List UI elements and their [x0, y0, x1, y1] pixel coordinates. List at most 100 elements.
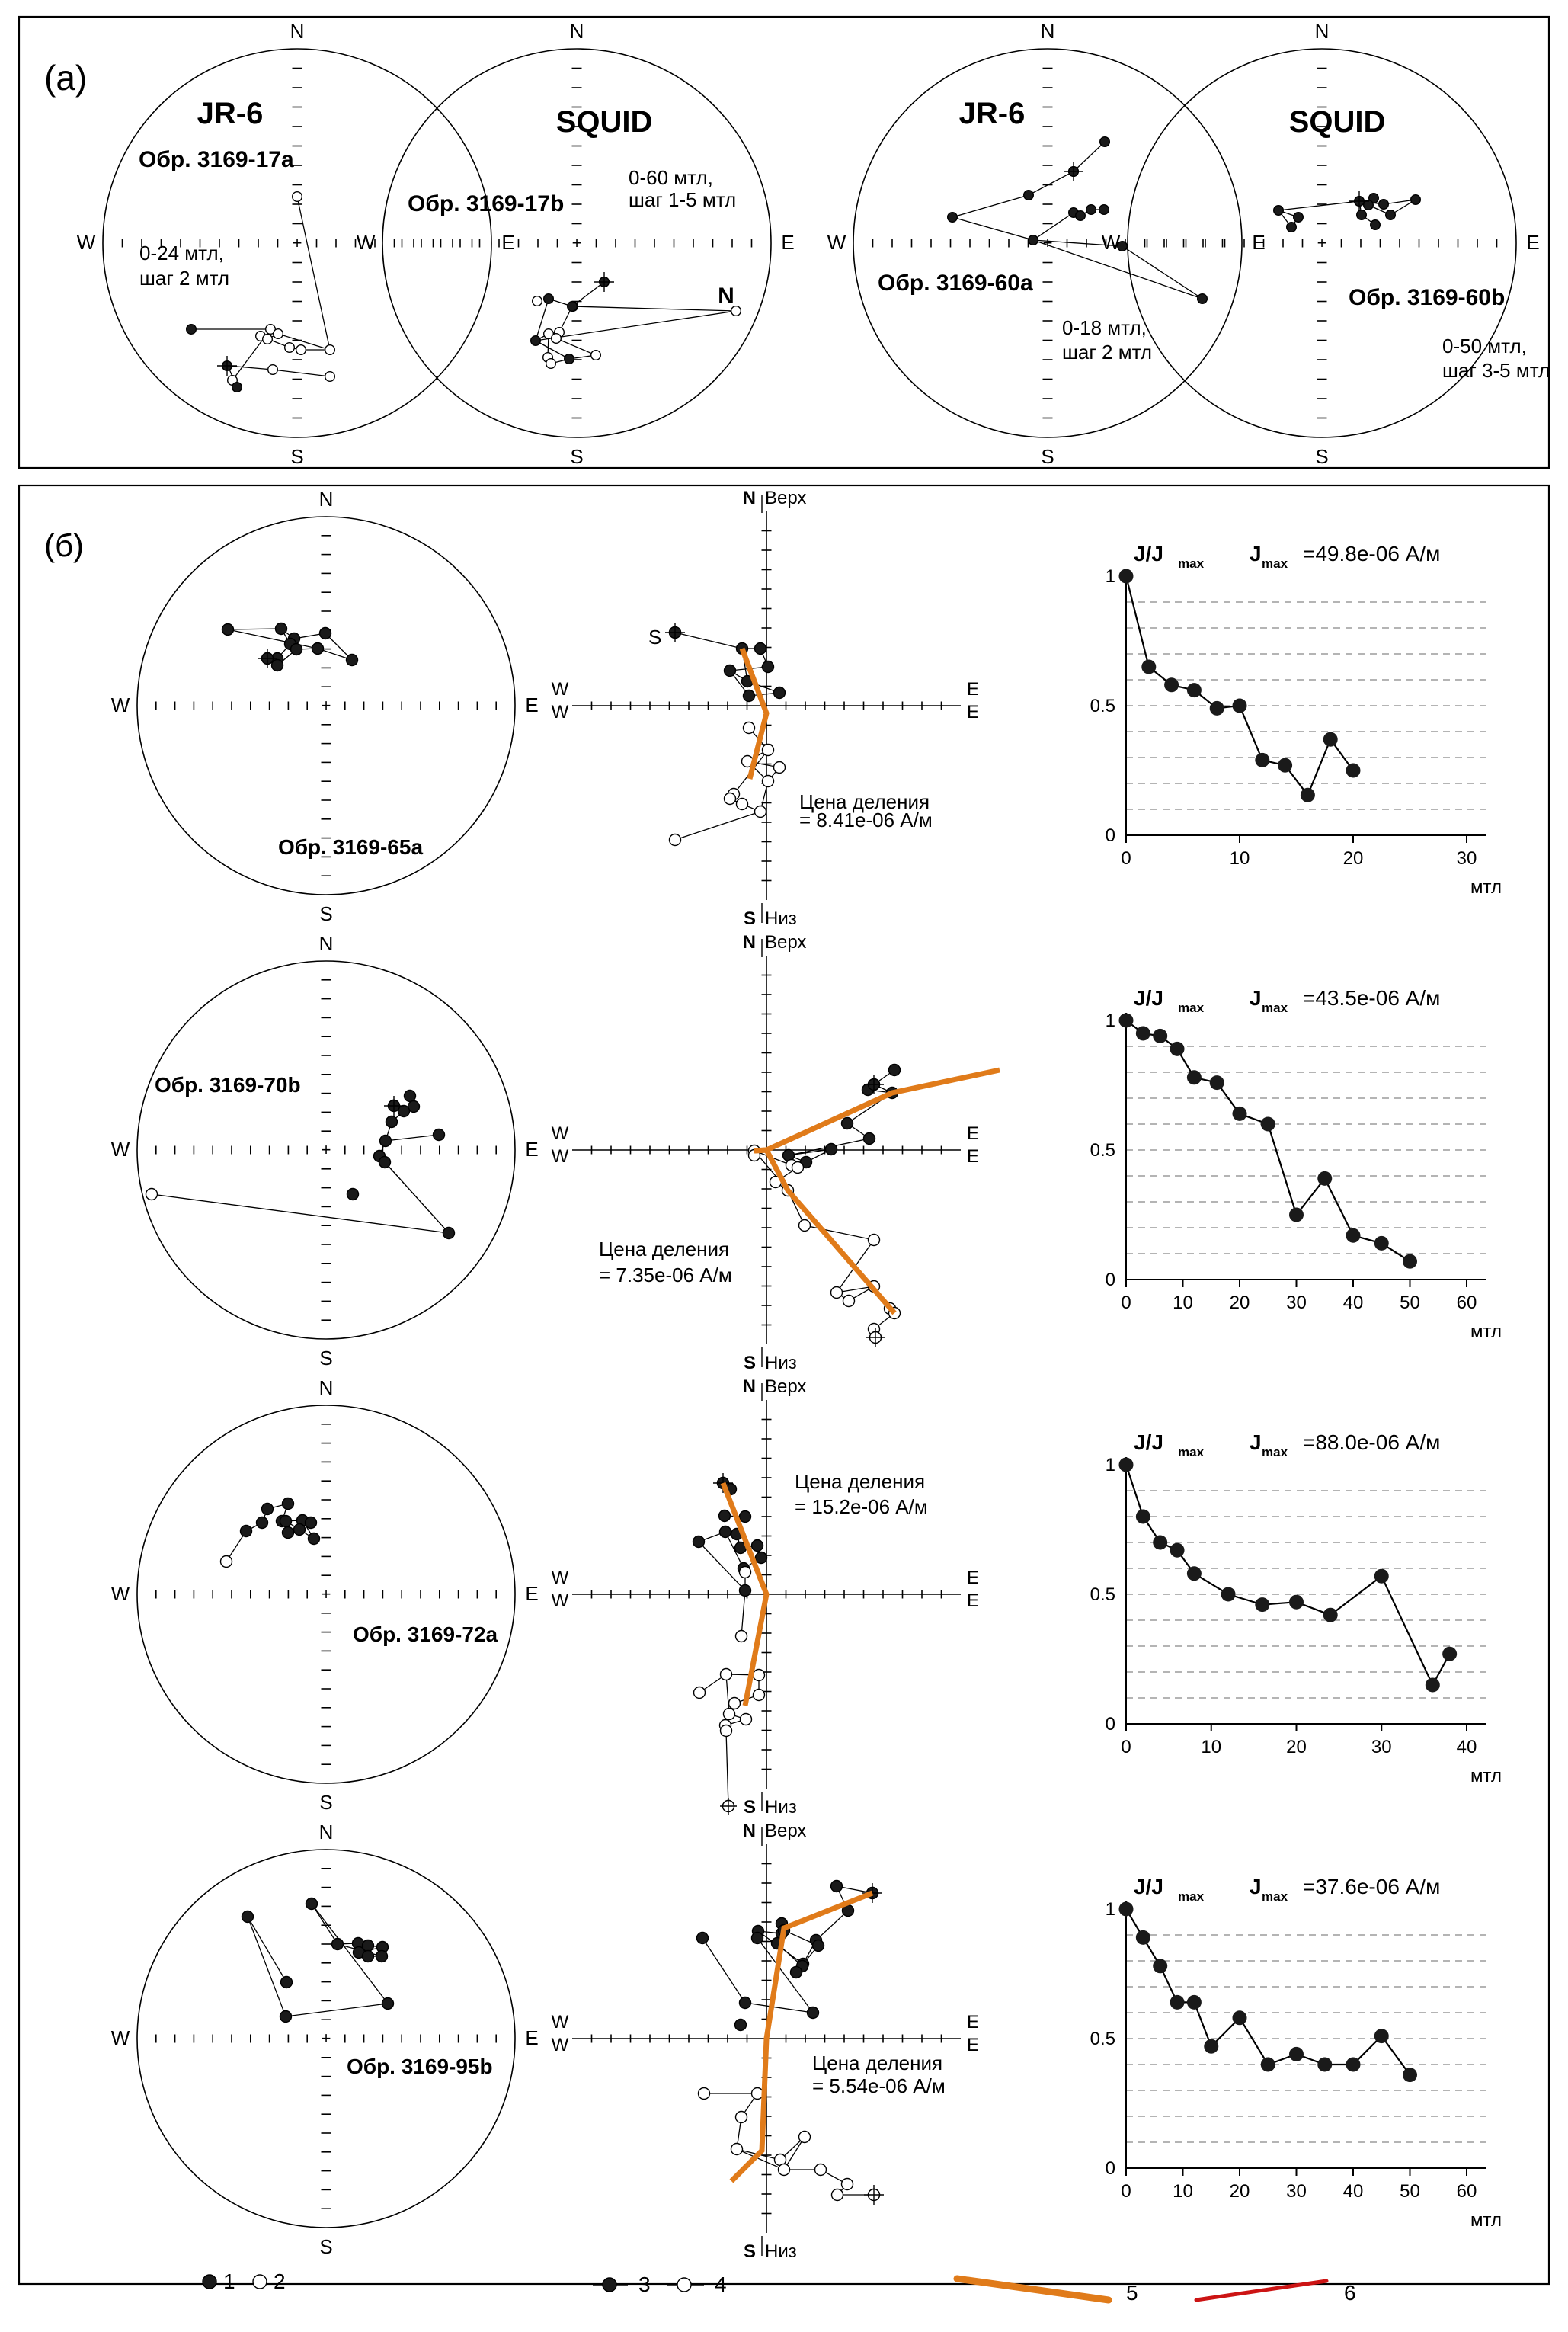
- svg-text:E: E: [525, 1138, 538, 1161]
- svg-text:0: 0: [1106, 825, 1115, 846]
- svg-text:= 7.35e-06 А/м: = 7.35e-06 А/м: [599, 1264, 732, 1286]
- svg-text:N: N: [718, 283, 734, 309]
- svg-text:N: N: [290, 20, 305, 43]
- svg-text:N: N: [319, 1821, 334, 1843]
- svg-text:W: W: [1102, 231, 1121, 254]
- svg-text:S: S: [744, 2241, 756, 2262]
- svg-text:max: max: [1178, 1889, 1205, 1904]
- svg-text:E: E: [525, 1582, 538, 1605]
- svg-text:N: N: [319, 488, 334, 511]
- svg-text:0-60 мтл,: 0-60 мтл,: [629, 166, 713, 189]
- svg-text:N: N: [743, 932, 756, 953]
- svg-text:J: J: [1250, 1875, 1262, 1898]
- svg-text:W: W: [77, 231, 96, 254]
- svg-text:JR-6: JR-6: [959, 97, 1026, 130]
- svg-text:S: S: [290, 445, 303, 468]
- svg-text:1: 1: [223, 2270, 235, 2293]
- svg-text:40: 40: [1343, 1293, 1364, 1313]
- svg-text:20: 20: [1286, 1737, 1307, 1757]
- svg-text:J/J: J/J: [1134, 542, 1163, 565]
- svg-text:0-18 мтл,: 0-18 мтл,: [1062, 316, 1147, 339]
- svg-text:=37.6e-06 А/м: =37.6e-06 А/м: [1303, 1875, 1440, 1898]
- svg-text:E: E: [967, 702, 979, 722]
- svg-text:Цена деления: Цена деления: [795, 1470, 925, 1493]
- svg-text:S: S: [319, 1347, 332, 1369]
- svg-text:S: S: [1315, 445, 1328, 468]
- svg-text:шаг 2 мтл: шаг 2 мтл: [1062, 341, 1152, 364]
- svg-text:0: 0: [1121, 1737, 1131, 1757]
- svg-text:=43.5e-06 А/м: =43.5e-06 А/м: [1303, 986, 1440, 1010]
- svg-text:10: 10: [1230, 848, 1250, 869]
- svg-text:S: S: [744, 1353, 756, 1373]
- svg-text:(б): (б): [44, 527, 84, 563]
- svg-text:+: +: [322, 1584, 331, 1603]
- svg-text:Низ: Низ: [765, 1353, 797, 1373]
- svg-text:0: 0: [1106, 2158, 1115, 2179]
- svg-text:1: 1: [1106, 1899, 1115, 1920]
- svg-text:S: S: [319, 2235, 332, 2258]
- svg-text:W: W: [111, 2026, 130, 2049]
- svg-text:W: W: [111, 1138, 130, 1161]
- svg-text:W: W: [357, 231, 376, 254]
- svg-text:шаг 1-5 мтл: шаг 1-5 мтл: [629, 188, 736, 211]
- svg-text:N: N: [570, 20, 584, 43]
- svg-text:50: 50: [1400, 2181, 1420, 2202]
- svg-text:30: 30: [1286, 1293, 1307, 1313]
- svg-text:E: E: [967, 2035, 979, 2055]
- svg-text:max: max: [1262, 556, 1288, 571]
- svg-text:W: W: [552, 2012, 569, 2032]
- svg-text:E: E: [967, 1123, 979, 1144]
- svg-text:N: N: [743, 1821, 756, 1841]
- svg-text:W: W: [552, 679, 569, 700]
- svg-text:10: 10: [1201, 1737, 1221, 1757]
- svg-text:J: J: [1250, 1430, 1262, 1454]
- svg-text:(a): (a): [44, 58, 87, 98]
- svg-text:мтл: мтл: [1470, 2210, 1502, 2231]
- svg-text:W: W: [552, 1590, 569, 1611]
- svg-text:30: 30: [1286, 2181, 1307, 2202]
- svg-text:10: 10: [1173, 1293, 1193, 1313]
- svg-text:Низ: Низ: [765, 2241, 797, 2262]
- svg-text:0.5: 0.5: [1090, 1584, 1115, 1605]
- svg-text:E: E: [967, 1590, 979, 1611]
- svg-text:Обр. 3169-72a: Обр. 3169-72a: [353, 1622, 498, 1646]
- svg-text:Верх: Верх: [765, 1376, 806, 1397]
- svg-text:5: 5: [1126, 2281, 1138, 2305]
- svg-text:0-50 мтл,: 0-50 мтл,: [1442, 335, 1527, 357]
- svg-text:20: 20: [1343, 848, 1364, 869]
- svg-text:W: W: [111, 694, 130, 716]
- svg-text:Обр. 3169-70b: Обр. 3169-70b: [155, 1073, 301, 1097]
- svg-text:Обр. 3169-17a: Обр. 3169-17a: [139, 147, 294, 172]
- svg-text:Обр. 3169-60a: Обр. 3169-60a: [878, 271, 1033, 296]
- svg-text:+: +: [322, 1140, 331, 1159]
- svg-text:S: S: [744, 1797, 756, 1818]
- svg-text:0: 0: [1106, 1714, 1115, 1735]
- svg-text:+: +: [322, 2029, 331, 2048]
- svg-text:J: J: [1250, 986, 1262, 1010]
- svg-text:2: 2: [274, 2270, 286, 2293]
- svg-text:Верх: Верх: [765, 488, 806, 508]
- svg-text:мтл: мтл: [1470, 877, 1502, 898]
- svg-text:= 5.54e-06 А/м: = 5.54e-06 А/м: [812, 2074, 946, 2097]
- svg-text:max: max: [1178, 1445, 1205, 1459]
- svg-text:S: S: [648, 626, 661, 649]
- svg-text:0: 0: [1121, 848, 1131, 869]
- svg-text:N: N: [1041, 20, 1055, 43]
- svg-text:E: E: [967, 679, 979, 700]
- svg-text:= 8.41e-06 А/м: = 8.41e-06 А/м: [799, 809, 933, 831]
- svg-text:Цена деления: Цена деления: [812, 2052, 942, 2074]
- svg-text:max: max: [1178, 1001, 1205, 1015]
- svg-text:SQUID: SQUID: [556, 105, 653, 139]
- svg-text:E: E: [967, 1146, 979, 1167]
- svg-text:0.5: 0.5: [1090, 2029, 1115, 2049]
- svg-text:SQUID: SQUID: [1289, 105, 1386, 139]
- svg-text:W: W: [111, 1582, 130, 1605]
- svg-text:Обр. 3169-95b: Обр. 3169-95b: [347, 2055, 493, 2078]
- svg-text:мтл: мтл: [1470, 1766, 1502, 1786]
- svg-text:W: W: [827, 231, 846, 254]
- svg-text:0.5: 0.5: [1090, 696, 1115, 716]
- svg-text:W: W: [552, 1146, 569, 1167]
- svg-text:E: E: [781, 231, 794, 254]
- svg-text:+: +: [322, 696, 331, 715]
- svg-text:W: W: [552, 1568, 569, 1588]
